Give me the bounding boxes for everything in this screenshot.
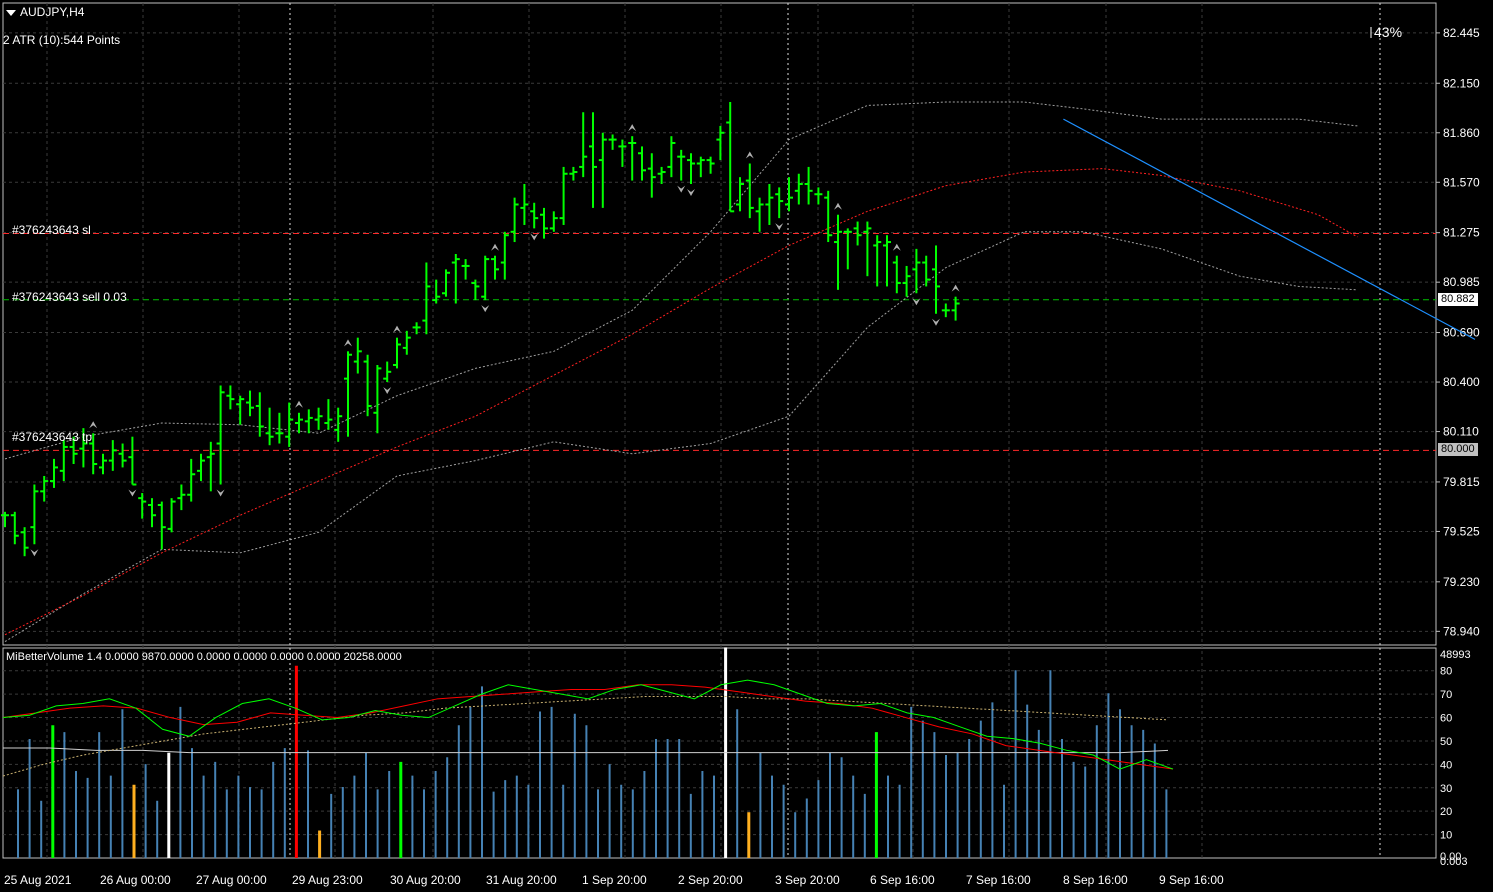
indicator-top-value: 48993 — [1440, 649, 1471, 661]
x-tick-label: 6 Sep 16:00 — [870, 873, 935, 887]
symbol-title[interactable]: AUDJPY,H4 — [6, 5, 84, 19]
tp-order-label[interactable]: #376243643 tp — [12, 430, 93, 444]
atr-label: 2 ATR (10):544 Points — [3, 33, 121, 47]
y-tick-label: 80.400 — [1443, 375, 1480, 389]
y-tick-label: 80.985 — [1443, 275, 1480, 289]
volume-tick-label: 40 — [1440, 759, 1452, 771]
indicator-title: MiBetterVolume 1.4 0.0000 9870.0000 0.00… — [6, 651, 402, 663]
volume-tick-label: 10 — [1440, 830, 1452, 842]
fractal-down-icon — [932, 318, 940, 326]
fractal-down-icon — [216, 489, 225, 497]
symbol-label: AUDJPY,H4 — [20, 5, 85, 19]
fractal-down-icon — [677, 185, 686, 193]
y-tick-label: 81.570 — [1443, 175, 1480, 189]
x-tick-label: 9 Sep 16:00 — [1159, 873, 1224, 887]
y-tick-label: 82.150 — [1443, 76, 1480, 90]
fractal-up-icon — [295, 400, 303, 408]
volume-pane-frame — [2, 647, 1437, 859]
volume-fast-line — [2, 679, 1174, 770]
percent-label: 43% — [1374, 24, 1403, 40]
volume-tick-label: 60 — [1440, 713, 1452, 725]
fractal-down-icon — [383, 387, 392, 395]
volume-tick-label: 80 — [1440, 666, 1452, 678]
x-tick-label: 26 Aug 00:00 — [100, 873, 171, 887]
current-price-tag: 80.882 — [1438, 293, 1478, 306]
fractal-up-icon — [491, 243, 499, 251]
x-tick-label: 7 Sep 16:00 — [966, 873, 1031, 887]
tp-price-tag: 80.000 — [1438, 443, 1478, 456]
x-tick-label: 2 Sep 20:00 — [678, 873, 743, 887]
fractal-down-icon — [128, 489, 137, 497]
trendline[interactable] — [1063, 118, 1476, 340]
x-tick-label: 8 Sep 16:00 — [1063, 873, 1128, 887]
dropdown-arrow-icon[interactable] — [6, 9, 16, 16]
fractal-down-icon — [30, 549, 39, 557]
fractal-down-icon — [530, 233, 539, 241]
volume-tick-label: 70 — [1440, 689, 1452, 701]
fractal-up-icon — [344, 339, 352, 347]
y-tick-label: 81.275 — [1443, 226, 1480, 240]
fractal-down-icon — [775, 223, 784, 231]
indicator-bottom-value: 0.00 — [1440, 851, 1462, 863]
main-pane-frame — [2, 2, 1437, 646]
volume-tick-label: 30 — [1440, 783, 1452, 795]
fractal-up-icon — [393, 325, 401, 333]
volume-tick-label: 20 — [1440, 806, 1452, 818]
volume-tick-label: 50 — [1440, 736, 1452, 748]
volume-signal-line — [2, 695, 1169, 777]
fractal-down-icon — [481, 305, 490, 313]
moving-average-line — [4, 168, 1358, 636]
y-tick-label: 79.525 — [1443, 524, 1480, 538]
x-tick-label: 29 Aug 23:00 — [292, 873, 363, 887]
indicator-bottom-value-2: 0.003 — [1440, 856, 1468, 868]
volume-slow-line — [2, 684, 1174, 770]
entry-order-label[interactable]: #376243643 sell 0.03 — [12, 290, 127, 304]
y-tick-label: 80.110 — [1443, 425, 1479, 439]
fractal-up-icon — [745, 151, 754, 159]
y-tick-label: 82.445 — [1443, 26, 1480, 40]
y-tick-label: 79.815 — [1443, 475, 1480, 489]
x-tick-label: 1 Sep 20:00 — [582, 873, 647, 887]
fractal-up-icon — [892, 243, 901, 251]
x-tick-label: 30 Aug 20:00 — [390, 873, 461, 887]
x-tick-label: 25 Aug 2021 — [4, 873, 72, 887]
bollinger-upper-band — [4, 101, 1358, 460]
x-tick-label: 31 Aug 20:00 — [486, 873, 557, 887]
x-tick-label: 3 Sep 20:00 — [775, 873, 840, 887]
fractal-down-icon — [912, 298, 921, 306]
y-tick-label: 78.940 — [1443, 624, 1480, 638]
x-tick-label: 27 Aug 00:00 — [196, 873, 267, 887]
bollinger-lower-band — [4, 231, 1358, 643]
fractal-up-icon — [628, 124, 637, 132]
y-tick-label: 79.230 — [1443, 575, 1480, 589]
fractal-up-icon — [951, 284, 960, 292]
y-tick-label: 81.860 — [1443, 126, 1480, 140]
fractal-down-icon — [687, 188, 695, 196]
fractal-up-icon — [834, 202, 842, 210]
volume-average-line — [3, 747, 1169, 754]
fractal-up-icon — [89, 421, 98, 429]
sl-order-label[interactable]: #376243643 sl — [12, 223, 91, 237]
